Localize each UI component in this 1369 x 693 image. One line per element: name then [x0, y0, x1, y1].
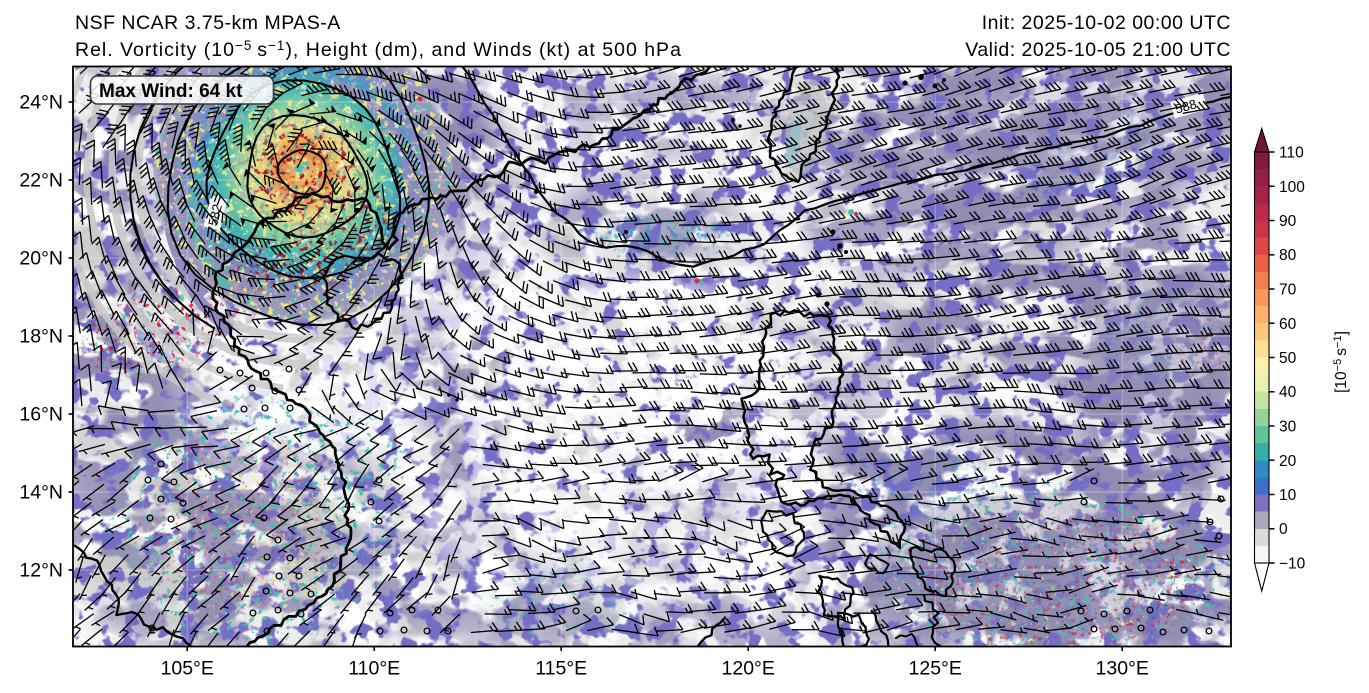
svg-text:Max Wind: 64 kt: Max Wind: 64 kt	[99, 81, 243, 102]
svg-text:130°E: 130°E	[1096, 658, 1149, 680]
svg-text:115°E: 115°E	[535, 658, 587, 680]
svg-text:70: 70	[1279, 282, 1297, 299]
svg-text:90: 90	[1279, 213, 1297, 230]
svg-text:60: 60	[1279, 316, 1297, 333]
svg-text:Valid: 2025-10-05 21:00 UTC: Valid: 2025-10-05 21:00 UTC	[965, 39, 1231, 61]
svg-text:0: 0	[1279, 521, 1288, 538]
svg-text:14°N: 14°N	[19, 482, 63, 504]
svg-text:582: 582	[205, 203, 225, 228]
svg-text:40: 40	[1279, 384, 1297, 401]
svg-text:105°E: 105°E	[161, 658, 214, 680]
svg-text:18°N: 18°N	[19, 326, 63, 348]
svg-text:[10−5 s−1]: [10−5 s−1]	[1332, 331, 1350, 393]
svg-text:125°E: 125°E	[909, 658, 962, 680]
svg-text:120°E: 120°E	[722, 658, 775, 680]
svg-text:16°N: 16°N	[19, 404, 63, 426]
svg-text:50: 50	[1279, 350, 1297, 367]
svg-text:Rel. Vorticity (10−5 s−1), Hei: Rel. Vorticity (10−5 s−1), Height (dm), …	[75, 38, 682, 61]
svg-text:24°N: 24°N	[19, 92, 63, 114]
svg-text:20°N: 20°N	[19, 248, 63, 270]
svg-text:20: 20	[1279, 453, 1297, 470]
svg-text:110°E: 110°E	[348, 658, 400, 680]
svg-text:−10: −10	[1279, 556, 1306, 573]
svg-text:NSF NCAR 3.75-km MPAS-A: NSF NCAR 3.75-km MPAS-A	[75, 12, 341, 34]
svg-text:22°N: 22°N	[19, 170, 63, 192]
svg-text:Init: 2025-10-02 00:00 UTC: Init: 2025-10-02 00:00 UTC	[982, 12, 1231, 34]
svg-text:100: 100	[1279, 179, 1305, 196]
svg-text:30: 30	[1279, 419, 1297, 436]
svg-text:12°N: 12°N	[19, 560, 63, 582]
svg-text:80: 80	[1279, 247, 1297, 264]
svg-text:110: 110	[1279, 145, 1304, 162]
svg-text:10: 10	[1279, 487, 1297, 504]
